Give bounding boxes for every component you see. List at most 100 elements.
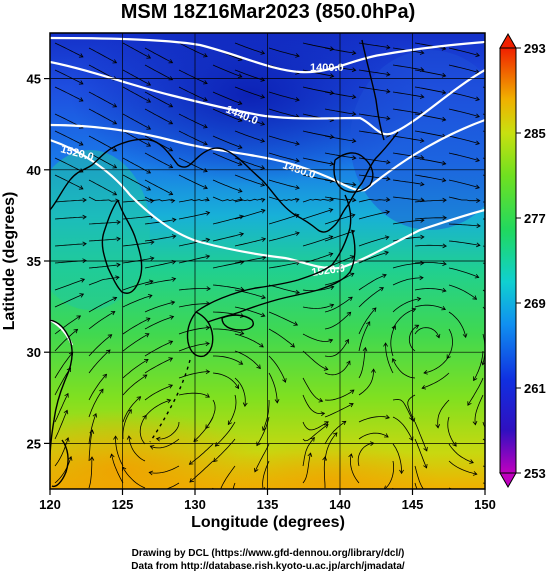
x-axis-ticks: 120 125 130 135 140 145 150: [39, 489, 496, 512]
streamline-arrow: [146, 81, 152, 86]
streamline-arrow: [475, 157, 480, 163]
streamline-arrow: [112, 120, 118, 125]
coast-hokkaido: [333, 152, 374, 193]
colorbar-tick-label: 277: [524, 211, 546, 226]
streamline: [178, 392, 210, 398]
streamline: [144, 357, 173, 374]
streamline: [392, 416, 413, 441]
streamline: [115, 436, 124, 467]
streamline: [122, 333, 150, 352]
streamline-arrow: [379, 287, 384, 292]
streamline-arrow: [112, 103, 118, 108]
streamline-arrow: [384, 433, 389, 438]
streamline-arrow: [168, 120, 174, 125]
x-tick-label: 140: [329, 497, 351, 512]
streamline: [212, 261, 244, 269]
streamline: [414, 69, 446, 77]
streamline-arrow: [351, 94, 357, 100]
streamline-arrow: [366, 321, 371, 326]
streamline-arrow: [287, 505, 291, 509]
streamline: [54, 352, 74, 379]
coastlines: [50, 39, 399, 488]
streamline: [122, 174, 151, 191]
streamline: [178, 157, 208, 172]
streamline: [268, 372, 278, 403]
streamline: [448, 152, 480, 162]
streamline-arrow: [385, 197, 391, 202]
streamline: [88, 276, 120, 286]
streamline-arrow: [109, 453, 115, 459]
streamline: [54, 216, 87, 220]
streamline: [324, 432, 338, 462]
streamline: [88, 152, 117, 169]
streamline: [54, 243, 87, 247]
streamline: [88, 297, 117, 313]
streamline-arrow: [78, 80, 84, 85]
streamline-arrow: [92, 412, 98, 418]
streamline: [358, 236, 389, 247]
streamline: [392, 399, 413, 421]
streamline-arrow: [99, 388, 104, 394]
streamline: [122, 241, 154, 247]
streamline-arrow: [237, 117, 243, 122]
streamline: [144, 301, 175, 313]
streamline-arrow: [423, 446, 428, 452]
streamline-arrow: [472, 420, 478, 426]
colorbar-tick-label: 253: [524, 466, 546, 481]
streamline: [88, 349, 111, 374]
streamline-arrow: [203, 141, 208, 146]
streamline-arrow: [382, 273, 387, 279]
streamline: [54, 278, 85, 291]
streamline: [54, 86, 84, 102]
streamline: [268, 214, 299, 225]
streamline: [227, 394, 237, 425]
x-tick-label: 120: [39, 497, 61, 512]
colorbar: 293 285 277 269 261 253: [499, 32, 546, 489]
streamline-arrow: [205, 325, 211, 331]
streamline: [122, 157, 151, 174]
streamline: [234, 198, 265, 203]
x-tick-label: 130: [184, 497, 206, 512]
streamline-arrow: [441, 305, 447, 311]
colorbar-ticks: 293 285 277 269 261 253: [516, 41, 546, 481]
coast-honshu-south: [207, 229, 356, 323]
streamline-arrow: [143, 358, 149, 364]
streamline: [178, 130, 208, 145]
streamline-arrow: [295, 231, 300, 236]
streamline-arrow: [474, 273, 480, 279]
cold-air-east: [350, 50, 485, 230]
streamline-arrow: [385, 209, 391, 215]
streamline: [144, 235, 176, 242]
streamline-arrow: [351, 111, 357, 117]
streamline-arrow: [346, 360, 351, 366]
streamline-arrow: [329, 161, 335, 166]
streamline: [144, 47, 173, 64]
streamline: [268, 108, 300, 118]
streamline-arrow: [420, 217, 425, 223]
streamline: [302, 350, 328, 370]
streamline-arrow: [416, 296, 422, 302]
streamline-arrow: [237, 73, 243, 78]
streamline: [392, 179, 424, 185]
streamline-arrow: [260, 50, 266, 55]
streamline: [122, 409, 132, 440]
streamline: [268, 152, 300, 162]
streamline-arrow: [82, 197, 87, 203]
streamline-arrow: [254, 467, 259, 473]
streamline-arrow: [261, 294, 266, 300]
streamline-arrow: [274, 399, 280, 404]
streamline-arrow: [348, 296, 353, 302]
streamline: [448, 267, 479, 278]
streamline: [234, 174, 265, 186]
streamline: [414, 42, 446, 50]
streamline: [122, 130, 151, 147]
streamline-arrow: [260, 138, 266, 143]
streamline-arrow: [142, 414, 147, 420]
streamline-arrow: [102, 373, 108, 379]
streamline: [149, 465, 180, 474]
streamline: [474, 394, 484, 425]
streamline: [392, 108, 424, 115]
streamline: [390, 325, 396, 357]
streamline: [178, 113, 208, 128]
